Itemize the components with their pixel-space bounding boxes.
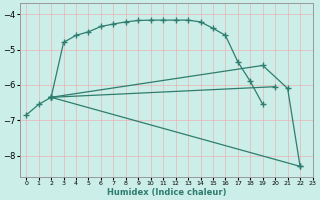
X-axis label: Humidex (Indice chaleur): Humidex (Indice chaleur) bbox=[107, 188, 226, 197]
